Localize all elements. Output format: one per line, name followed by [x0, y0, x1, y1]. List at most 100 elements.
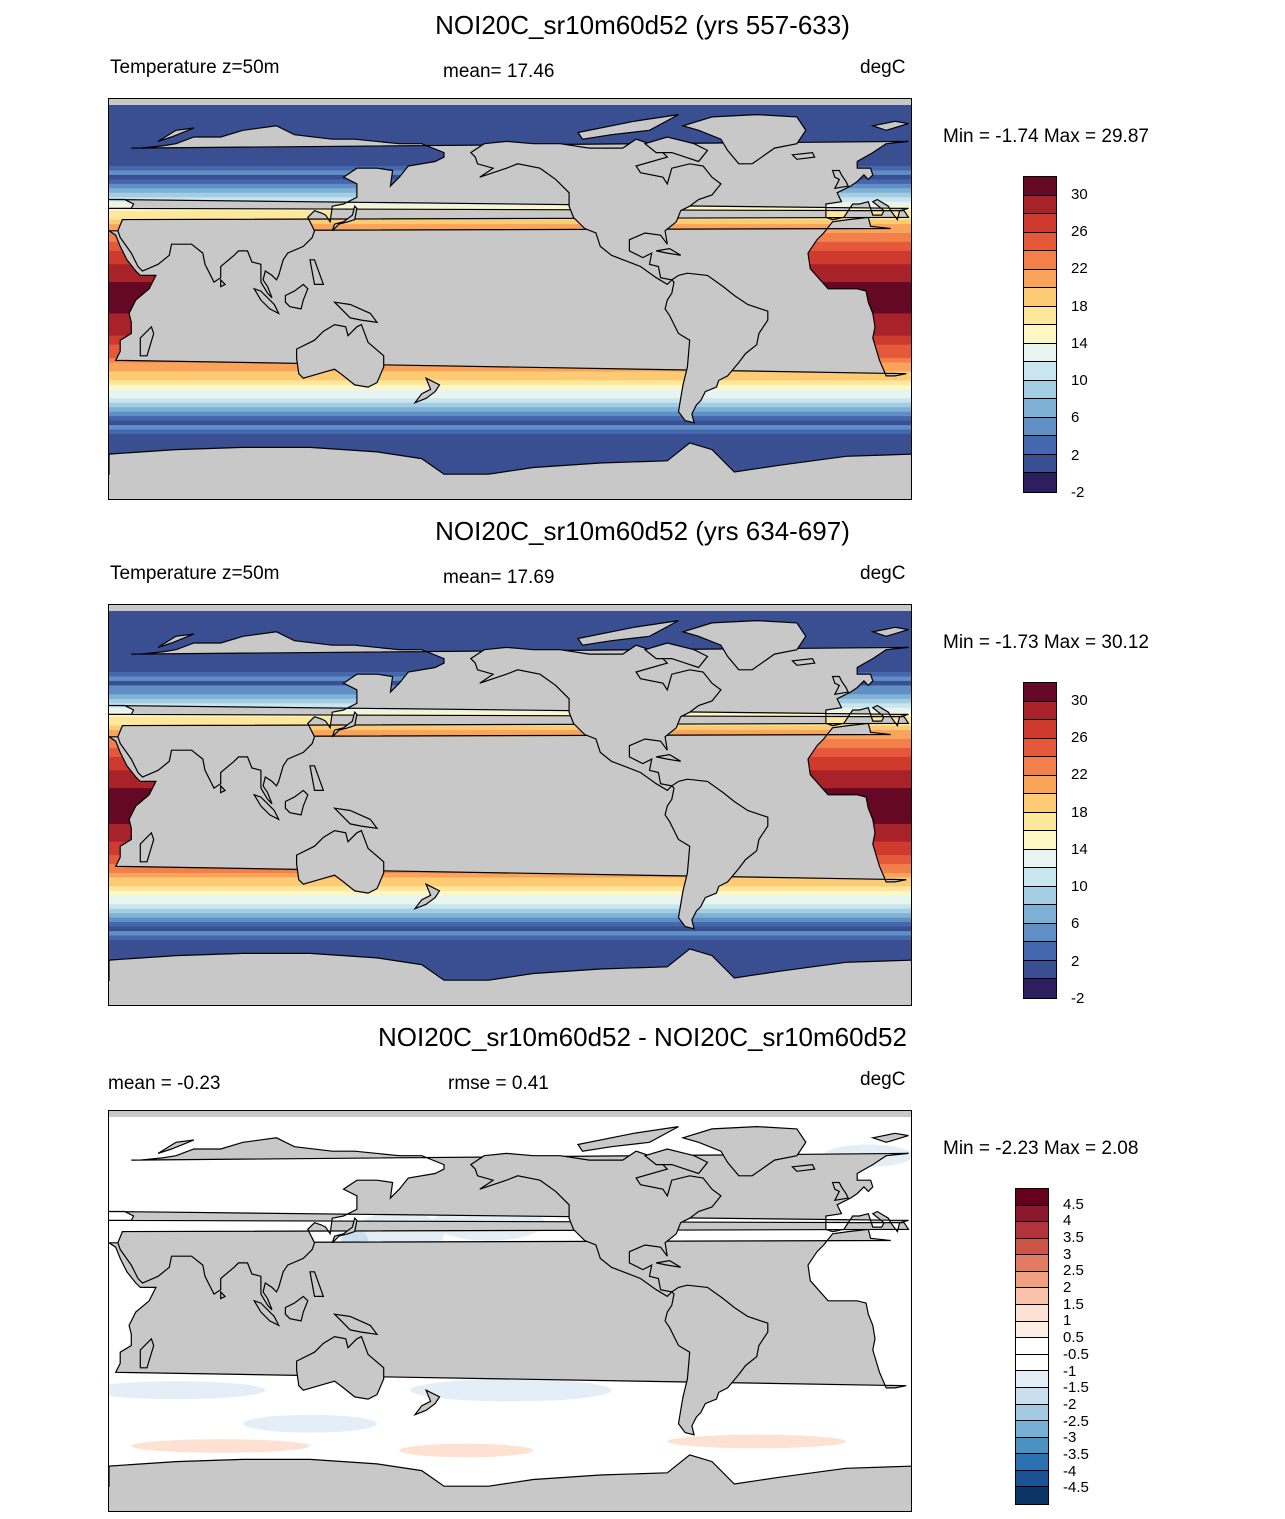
colorbar-box	[1016, 1487, 1048, 1504]
landmass-arcticis	[577, 620, 679, 646]
panel3-map	[108, 1110, 912, 1512]
colorbar-box	[1016, 1305, 1048, 1322]
colorbar-tick-label: -2	[1071, 990, 1085, 1007]
sst-band	[109, 931, 911, 937]
sst-band	[109, 420, 911, 426]
sst-band	[109, 429, 911, 435]
colorbar-box	[1024, 269, 1056, 289]
colorbar-tick-label: 30	[1071, 185, 1088, 203]
colorbar-tick-label: 2	[1071, 952, 1080, 970]
colorbar-box	[1024, 436, 1056, 455]
sst-band	[109, 940, 911, 945]
colorbar-box	[1024, 232, 1056, 252]
colorbar-tick-label: 1.5	[1063, 1295, 1084, 1313]
colorbar-tick-label: 0.5	[1063, 1329, 1084, 1347]
panel3-colorbar	[1015, 1188, 1049, 1505]
landmass-baffin	[643, 642, 709, 669]
sst-band	[109, 913, 911, 919]
colorbar-box	[1016, 1238, 1048, 1256]
colorbar-box	[1024, 195, 1056, 215]
sst-band	[109, 873, 911, 878]
landmass-greenland	[680, 1125, 807, 1177]
landmass-madagascar	[139, 1337, 155, 1369]
diff-patch	[410, 1379, 612, 1402]
sst-band	[109, 730, 911, 736]
landmass-newguinea	[332, 807, 379, 830]
landmass-samerica	[664, 778, 769, 930]
sst-band	[109, 886, 911, 892]
colorbar-box	[1024, 738, 1056, 758]
landmass-nz	[413, 882, 441, 911]
colorbar-box	[1024, 979, 1056, 998]
colorbar-tick-label: 6	[1071, 915, 1080, 933]
sst-band	[109, 890, 911, 896]
panel2-minmax-label: Min = -1.73 Max = 30.12	[943, 632, 1149, 653]
colorbar-tick-label: 10	[1071, 878, 1088, 896]
landmass-eurasia	[109, 631, 910, 805]
colorbar-tick-label: -0.5	[1063, 1345, 1089, 1363]
sst-band	[109, 389, 911, 395]
sst-band	[109, 411, 911, 417]
colorbar-box	[1024, 794, 1056, 813]
arctic-mask	[109, 605, 911, 611]
colorbar-tick-label: 26	[1071, 222, 1088, 240]
colorbar-tick-label: 1	[1063, 1312, 1072, 1330]
landmass-australia	[296, 1335, 385, 1400]
panel2-units-label: degC	[860, 563, 906, 584]
landmass-cuba	[656, 753, 682, 762]
colorbar-tick-label: 30	[1071, 691, 1088, 709]
colorbar-tick-label: 14	[1071, 840, 1088, 858]
panel1-variable-label: Temperature z=50m	[110, 57, 280, 78]
colorbar-box	[1016, 1470, 1048, 1488]
colorbar-tick-label: 22	[1071, 260, 1088, 278]
landmass-sumatra	[252, 793, 281, 821]
diff-patch	[667, 1434, 846, 1449]
landmass-japan	[331, 1217, 358, 1244]
landmass-srilanka	[220, 784, 227, 794]
colorbar-tick-label: -1	[1063, 1362, 1077, 1380]
sst-band	[109, 904, 911, 910]
colorbar-tick-label: 2.5	[1063, 1262, 1084, 1280]
colorbar-tick-label: 26	[1071, 728, 1088, 746]
landmass-philippines	[309, 259, 325, 285]
sst-band	[109, 922, 911, 928]
colorbar-tick-label: 2	[1063, 1279, 1072, 1297]
landmass-eurasia	[109, 125, 910, 299]
panel2-variable-label: Temperature z=50m	[110, 563, 280, 584]
colorbar-tick-label: 4.5	[1063, 1195, 1084, 1213]
colorbar-tick-label: 10	[1071, 372, 1088, 390]
colorbar-box	[1024, 454, 1056, 474]
colorbar-tick-label: 3	[1063, 1245, 1072, 1263]
landmass-arcticis	[577, 1126, 679, 1152]
arctic-mask	[109, 1111, 911, 1117]
panel1-title: NOI20C_sr10m60d52 (yrs 557-633)	[435, 10, 850, 40]
colorbar-box	[1024, 812, 1056, 832]
sst-band	[109, 725, 911, 731]
landmass-svalbard	[870, 1132, 909, 1143]
landmass-svalbard	[870, 120, 909, 131]
sst-band	[109, 908, 911, 914]
landmass-cuba	[656, 247, 682, 256]
antarctic-mask	[109, 1487, 911, 1511]
colorbar-box	[1016, 1205, 1048, 1223]
colorbar-box	[1016, 1255, 1048, 1272]
landmass-japan	[331, 711, 358, 738]
sst-band	[109, 375, 911, 381]
panel2-title: NOI20C_sr10m60d52 (yrs 634-697)	[435, 516, 850, 546]
landmass-eurasia	[109, 1137, 910, 1311]
colorbar-tick-label: 2	[1071, 446, 1080, 464]
colorbar-tick-label: 3.5	[1063, 1229, 1084, 1247]
colorbar-tick-label: 4	[1063, 1212, 1072, 1230]
colorbar-tick-label: -4.5	[1063, 1479, 1089, 1497]
colorbar-tick-label: -3	[1063, 1429, 1077, 1447]
landmass-iceland	[791, 657, 816, 666]
sst-band	[109, 434, 911, 439]
colorbar-box	[1016, 1437, 1048, 1455]
landmass-australia	[296, 829, 385, 894]
colorbar-box	[1024, 683, 1056, 702]
colorbar-box	[1024, 775, 1056, 795]
colorbar-box	[1024, 343, 1056, 363]
landmass-madagascar	[139, 325, 155, 357]
colorbar-box	[1024, 362, 1056, 381]
colorbar-box	[1016, 1387, 1048, 1405]
